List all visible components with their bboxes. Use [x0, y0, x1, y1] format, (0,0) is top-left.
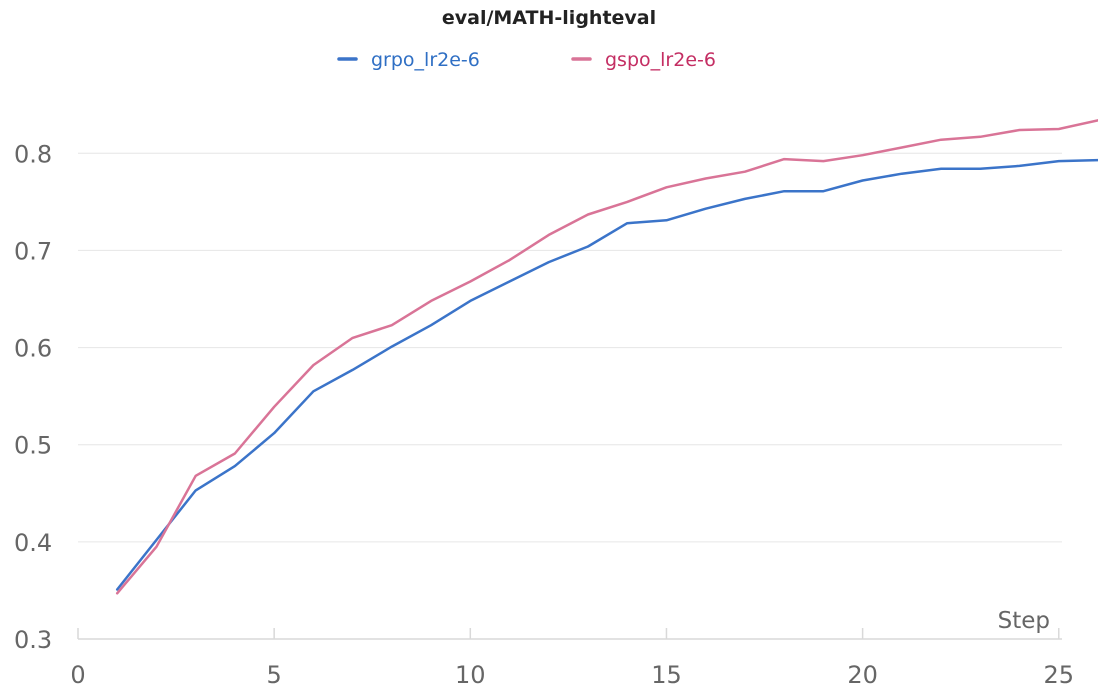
- plot-area: [115, 119, 1098, 595]
- legend-label-gspo: gspo_lr2e-6: [605, 49, 716, 71]
- x-tick-label: 10: [455, 661, 486, 689]
- x-tick-label: 0: [70, 661, 85, 689]
- x-tick-label: 5: [267, 661, 282, 689]
- y-tick-label: 0.4: [14, 529, 52, 557]
- y-axis-tick-labels: 0.3 0.4 0.5 0.6 0.7 0.8: [14, 140, 52, 654]
- y-tick-label: 0.7: [14, 237, 52, 265]
- series-line-gspo[interactable]: [115, 119, 1098, 595]
- y-tick-label: 0.6: [14, 335, 52, 363]
- chart-title: eval/MATH-lighteval: [442, 7, 656, 29]
- y-tick-label: 0.8: [14, 140, 52, 168]
- y-tick-label: 0.3: [14, 626, 52, 654]
- legend-item-grpo[interactable]: grpo_lr2e-6: [337, 49, 480, 71]
- x-tick-label: 15: [651, 661, 682, 689]
- x-axis: [77, 628, 1062, 640]
- grid-lines: [78, 152, 1062, 543]
- y-tick-label: 0.5: [14, 432, 52, 460]
- x-axis-tick-labels: 0 5 10 15 20 25: [70, 661, 1074, 689]
- x-axis-title: Step: [998, 608, 1050, 634]
- legend-item-gspo[interactable]: gspo_lr2e-6: [571, 49, 716, 71]
- x-tick-label: 20: [847, 661, 878, 689]
- legend: grpo_lr2e-6 gspo_lr2e-6: [337, 49, 716, 71]
- series-line-grpo[interactable]: [115, 158, 1098, 591]
- legend-label-grpo: grpo_lr2e-6: [371, 49, 480, 71]
- x-tick-label: 25: [1043, 661, 1074, 689]
